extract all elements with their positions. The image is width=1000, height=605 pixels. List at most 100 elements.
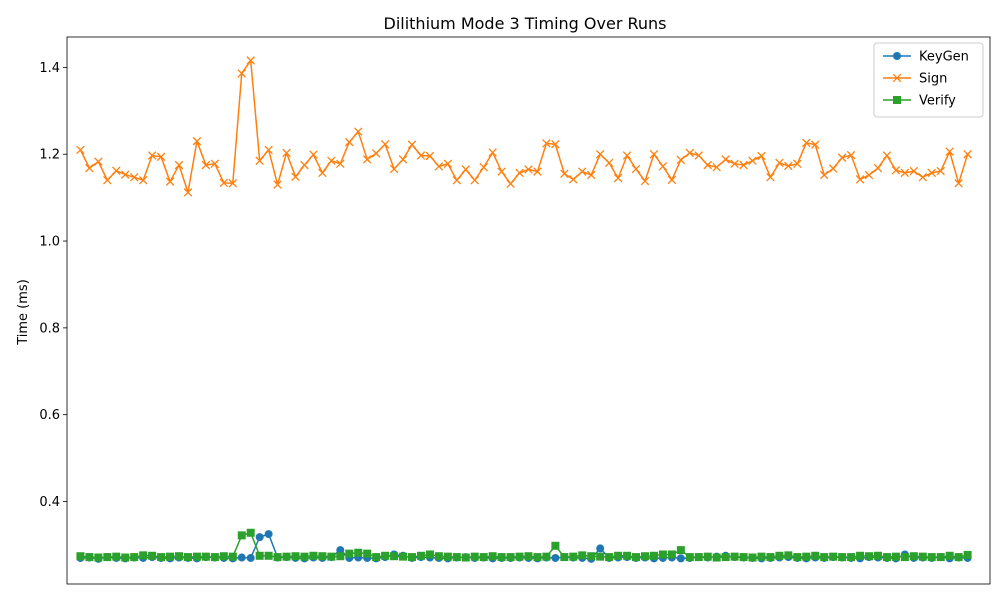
data-point-verify [255, 551, 264, 560]
data-point-sign-stroke [156, 152, 166, 162]
data-point-sign-stroke [524, 165, 533, 174]
data-point-sign [318, 168, 327, 178]
data-point-sign-stroke [219, 178, 229, 188]
data-point-sign [963, 149, 972, 159]
data-point-sign [560, 169, 569, 179]
data-point-sign [569, 175, 578, 184]
data-point-sign [112, 166, 121, 175]
data-point-sign [488, 148, 497, 157]
data-point-sign [730, 159, 739, 169]
data-point-sign-stroke [461, 165, 471, 174]
data-point-verify [228, 552, 237, 561]
data-point-verify [605, 553, 614, 562]
data-point-verify [667, 550, 676, 559]
data-point-sign-stroke [291, 172, 300, 182]
data-point-sign-stroke [604, 158, 614, 168]
series-line-verify [80, 532, 968, 559]
data-point-verify [882, 553, 891, 562]
data-point-sign [336, 159, 345, 169]
data-point-verify [76, 552, 85, 561]
data-point-sign [810, 140, 820, 149]
legend-item-keygen: KeyGen [883, 50, 969, 65]
data-point-sign [748, 156, 757, 165]
data-point-sign-stroke [398, 155, 408, 164]
data-point-verify [829, 552, 838, 561]
data-point-verify [327, 552, 336, 561]
data-point-verify [309, 551, 318, 560]
data-point-sign [461, 165, 471, 174]
data-point-sign-stroke [676, 155, 686, 165]
data-point-sign [846, 150, 856, 160]
data-point-sign-stroke [371, 149, 381, 158]
data-point-sign [183, 188, 193, 197]
data-point-sign-stroke [757, 151, 766, 161]
data-point-sign [291, 172, 300, 182]
data-point-verify [945, 551, 954, 560]
data-point-sign [909, 166, 919, 176]
data-point-verify [730, 552, 739, 561]
data-point-verify [246, 528, 255, 537]
data-point-sign [945, 147, 954, 156]
data-point-sign [739, 160, 748, 170]
data-point-sign [398, 155, 408, 164]
data-point-sign [282, 148, 291, 158]
data-point-sign [936, 166, 945, 176]
data-point-sign [506, 179, 515, 188]
data-point-sign-stroke [909, 166, 919, 176]
data-point-sign [138, 176, 148, 185]
data-point-sign-stroke [255, 156, 264, 165]
data-point-sign [327, 156, 336, 165]
data-point-sign-stroke [282, 148, 291, 158]
data-point-sign [94, 157, 103, 166]
data-point-sign [613, 173, 623, 183]
data-point-sign-stroke [649, 149, 659, 159]
data-point-sign-stroke [201, 160, 211, 170]
data-point-sign [873, 163, 883, 173]
data-point-sign [667, 175, 677, 185]
data-point-verify [685, 553, 694, 562]
data-point-sign-stroke [237, 69, 247, 78]
data-point-sign-stroke [748, 156, 757, 165]
data-point-sign-stroke [94, 157, 103, 166]
data-point-verify [712, 553, 721, 562]
data-point-verify [85, 553, 94, 562]
data-point-verify [103, 553, 112, 562]
data-point-verify [148, 551, 157, 560]
data-point-sign [219, 178, 229, 188]
data-point-sign-stroke [300, 160, 309, 170]
data-point-sign [685, 148, 695, 158]
data-point-sign-stroke [452, 176, 462, 185]
y-tick-label: 1.0 [39, 235, 60, 250]
data-point-verify [345, 549, 354, 558]
data-point-sign-stroke [336, 159, 345, 169]
legend-marker-sign [892, 73, 902, 83]
data-point-sign-stroke [936, 166, 945, 176]
data-point-sign-stroke [891, 166, 901, 175]
data-point-sign-stroke [174, 160, 184, 170]
data-point-sign [165, 177, 175, 186]
data-point-sign-stroke [595, 149, 605, 159]
data-point-verify [166, 552, 175, 561]
data-point-verify [488, 552, 497, 561]
legend-item-sign: Sign [883, 72, 947, 87]
data-point-sign [649, 149, 659, 159]
data-point-sign-stroke [631, 164, 641, 174]
data-point-sign-stroke [380, 139, 390, 149]
data-point-sign [103, 176, 112, 185]
data-point-verify [739, 553, 748, 562]
data-point-verify [614, 551, 623, 560]
data-point-sign [174, 160, 184, 170]
data-point-sign [631, 164, 641, 174]
data-point-sign-stroke [309, 150, 318, 159]
data-point-verify [856, 551, 865, 560]
data-point-sign [604, 158, 614, 168]
data-point-sign [793, 159, 802, 169]
data-point-sign [927, 168, 937, 178]
data-point-verify [300, 552, 309, 561]
data-point-sign [882, 151, 892, 160]
data-point-sign-stroke [963, 149, 972, 159]
data-point-sign-stroke [407, 140, 417, 149]
data-point-verify [192, 552, 201, 561]
